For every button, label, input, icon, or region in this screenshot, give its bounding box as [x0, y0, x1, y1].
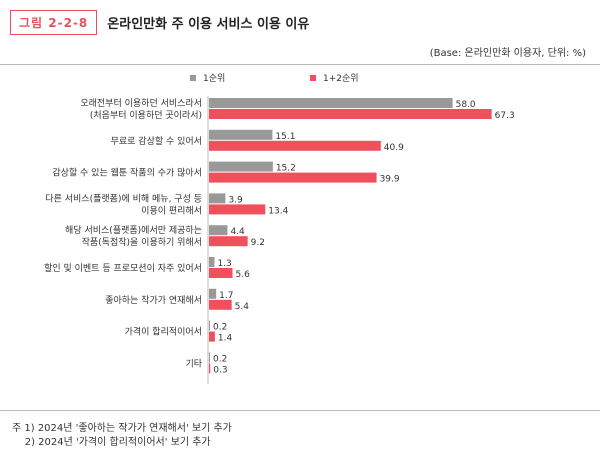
- base-note: (Base: 온라인만화 이용자, 단위: %): [429, 48, 586, 59]
- value-label: 1.7: [219, 291, 233, 301]
- value-label: 0.2: [213, 323, 227, 333]
- legend-label-1: 1순위: [203, 73, 225, 84]
- bar-rank1: [209, 98, 453, 108]
- bottom-divider: [0, 410, 600, 411]
- bar-rank1: [209, 161, 273, 172]
- category-label: 가격이 합리적이어서: [125, 326, 202, 338]
- bar-rank1: [209, 225, 228, 236]
- category-label: 해당 서비스(플랫폼)에서만 제공하는 작품(독점작)을 이용하기 위해서: [65, 225, 202, 248]
- value-label: 0.3: [213, 365, 227, 375]
- figure-header: 그림 2-2-8 온라인만화 주 이용 서비스 이용 이유: [10, 9, 310, 35]
- bar-rank1: [209, 129, 273, 140]
- category-label: 할인 및 이벤트 등 프로모션이 자주 있어서: [44, 262, 202, 274]
- footnotes: 주 1) 2024년 '좋아하는 작가가 연재해서' 보기 추가 2) 2024…: [12, 422, 232, 450]
- bar-rank1plus2: [209, 236, 248, 247]
- bar-rank1: [209, 320, 210, 331]
- value-label: 58.0: [456, 100, 476, 110]
- top-divider: [0, 64, 600, 65]
- footnote-2: 2) 2024년 '가격이 합리적이어서' 보기 추가: [12, 437, 211, 448]
- category-label: 오래전부터 이용하던 서비스라서 (처음부터 이용하던 곳이라서): [80, 98, 202, 121]
- bar-rank1plus2: [209, 268, 233, 278]
- category-label: 기타: [185, 358, 202, 369]
- value-label: 4.4: [230, 227, 245, 237]
- value-label: 15.1: [275, 132, 295, 142]
- value-label: 0.2: [213, 354, 227, 364]
- value-label: 9.2: [251, 238, 265, 248]
- bar-rank1plus2: [209, 204, 266, 215]
- bar-rank1plus2: [209, 331, 215, 342]
- bar-rank1: [209, 257, 215, 267]
- bar-rank1: [209, 288, 217, 299]
- legend-label-2: 1+2순위: [323, 73, 359, 84]
- legend-swatch-1: [190, 75, 196, 81]
- bar-rank1plus2: [209, 140, 381, 151]
- bar-rank1plus2: [209, 172, 377, 183]
- figure-tag: 그림 2-2-8: [10, 9, 98, 35]
- value-label: 5.4: [235, 302, 250, 312]
- figure-title: 온라인만화 주 이용 서비스 이용 이유: [107, 16, 310, 32]
- legend-swatch-2: [310, 75, 316, 81]
- value-label: 3.9: [228, 195, 243, 205]
- category-label: 다른 서비스(플랫폼)에 비해 메뉴, 구성 등 이용이 편리해서: [45, 193, 202, 216]
- bar-rank1plus2: [209, 363, 211, 374]
- value-label: 1.4: [218, 334, 233, 344]
- bar-rank1: [209, 193, 226, 204]
- value-label: 40.9: [384, 143, 404, 153]
- value-label: 13.4: [268, 206, 288, 216]
- value-label: 5.6: [236, 270, 251, 280]
- category-label: 무료로 감상할 수 있어서: [111, 135, 202, 147]
- bar-rank1plus2: [209, 109, 492, 119]
- bar-rank1: [209, 352, 210, 363]
- category-label: 감상할 수 있는 웹툰 작품의 수가 많아서: [52, 167, 202, 179]
- value-label: 39.9: [380, 175, 400, 185]
- value-label: 67.3: [495, 111, 515, 121]
- category-label: 좋아하는 작가가 연재해서: [105, 295, 202, 306]
- footnote-1: 주 1) 2024년 '좋아하는 작가가 연재해서' 보기 추가: [12, 423, 232, 434]
- value-label: 15.2: [276, 164, 296, 174]
- bar-rank1plus2: [209, 299, 232, 310]
- value-label: 1.3: [217, 259, 231, 269]
